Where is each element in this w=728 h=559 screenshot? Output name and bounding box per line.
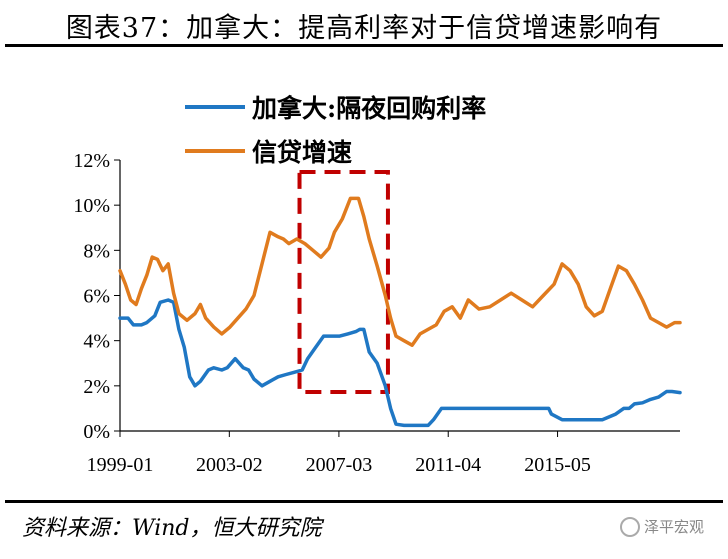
x-tick-label: 2007-03 bbox=[306, 454, 373, 476]
y-tick-label: 12% bbox=[73, 150, 110, 172]
highlight-rect bbox=[297, 170, 390, 394]
y-tick-label: 8% bbox=[83, 240, 110, 262]
watermark: 泽平宏观 bbox=[620, 516, 704, 537]
x-tick-label: 2003-02 bbox=[196, 454, 263, 476]
x-tick-label: 1999-01 bbox=[87, 454, 154, 476]
chart-title: 图表37：加拿大：提高利率对于信贷增速影响有 bbox=[65, 13, 663, 44]
watermark-text: 泽平宏观 bbox=[644, 518, 705, 536]
y-tick-label: 10% bbox=[73, 195, 110, 217]
series-line-2 bbox=[118, 196, 682, 347]
legend-label-1: 加拿大:隔夜回购利率 bbox=[251, 94, 486, 123]
highlight-box bbox=[297, 170, 390, 394]
x-tick-label: 2011-04 bbox=[415, 454, 481, 476]
title-rule bbox=[5, 44, 723, 47]
y-tick-label: 0% bbox=[83, 421, 110, 443]
y-tick-label: 4% bbox=[83, 331, 110, 353]
legend-label-2: 信贷增速 bbox=[252, 138, 352, 167]
x-tick-label: 2015-05 bbox=[524, 454, 591, 476]
source-rule bbox=[5, 500, 723, 503]
series-lines bbox=[118, 196, 682, 428]
y-tick-label: 2% bbox=[83, 376, 110, 398]
chart-axes: 0% 2% 4% 6% 8% 10% 12% 1999-01 2003-02 2007-03 201… bbox=[73, 150, 680, 476]
y-tick-label: 6% bbox=[83, 286, 110, 308]
wechat-logo-icon bbox=[620, 516, 640, 537]
series-line-1 bbox=[118, 298, 682, 428]
source-note: 资料来源：Wind，恒大研究院 bbox=[22, 516, 322, 541]
